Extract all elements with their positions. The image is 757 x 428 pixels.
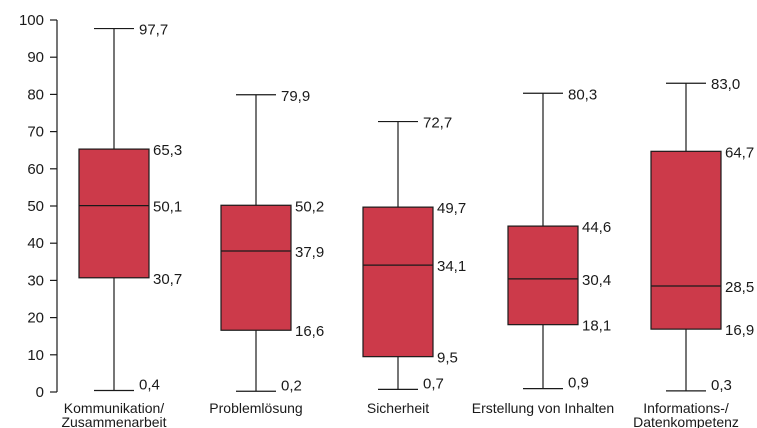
box-plot-5: 83,0 0,3 64,7 28,5 16,9 [650,76,754,394]
max-value-label: 83,0 [711,76,740,93]
iqr-box [362,206,434,358]
box-plot-2: 79,9 0,2 50,2 37,9 16,6 [220,88,324,394]
y-tick-label: 30 [27,272,44,289]
y-tick-label: 60 [27,161,44,178]
category-label-line: Sicherheit [367,400,429,416]
category-label-5: Informations-/Datenkompetenz [633,400,739,428]
box-plots: 97,7 0,4 65,3 50,1 30,7 79,9 0,2 50,2 37,9 16,6 72… [78,22,754,394]
q3-value-label: 44,6 [582,219,611,236]
median-value-label: 30,4 [582,272,611,289]
category-label-4: Erstellung von Inhalten [472,400,614,416]
median-value-label: 34,1 [437,258,466,275]
box-plot-1: 97,7 0,4 65,3 50,1 30,7 [78,22,182,394]
category-label-line: Informations-/ [643,400,729,416]
iqr-box [507,225,579,326]
q1-value-label: 16,9 [725,322,754,339]
box-plot-3: 72,7 0,7 49,7 34,1 9,5 [362,115,466,392]
iqr-box [220,204,292,331]
y-tick-label: 50 [27,198,44,215]
q3-value-label: 50,2 [295,198,324,215]
box-plot-4: 80,3 0,9 44,6 30,4 18,1 [507,86,611,392]
category-label-line: Kommunikation/ [64,400,164,416]
y-tick-label: 100 [19,12,44,29]
iqr-box [78,148,150,279]
median-value-label: 37,9 [295,244,324,261]
category-label-1: Kommunikation/Zusammenarbeit [61,400,166,428]
max-value-label: 79,9 [281,88,310,105]
max-value-label: 80,3 [568,86,597,103]
min-value-label: 0,7 [423,375,444,392]
q3-value-label: 65,3 [153,142,182,159]
min-value-label: 0,2 [281,377,302,394]
category-labels: Kommunikation/Zusammenarbeit Problemlösun… [61,400,738,428]
category-label-3: Sicherheit [367,400,429,416]
category-label-line: Datenkompetenz [633,414,739,428]
q1-value-label: 18,1 [582,318,611,335]
y-tick-label: 70 [27,124,44,141]
y-axis: 0 10 20 30 40 50 60 70 80 90 100 [19,12,58,401]
q1-value-label: 9,5 [437,350,458,367]
y-tick-label: 40 [27,235,44,252]
q3-value-label: 64,7 [725,144,754,161]
min-value-label: 0,3 [711,377,732,394]
q3-value-label: 49,7 [437,200,466,217]
q1-value-label: 16,6 [295,323,324,340]
y-tick-label: 90 [27,49,44,66]
y-tick-label: 20 [27,310,44,327]
category-label-line: Zusammenarbeit [61,414,166,428]
iqr-box [650,150,722,330]
min-value-label: 0,4 [139,377,160,394]
max-value-label: 72,7 [423,115,452,132]
q1-value-label: 30,7 [153,271,182,288]
y-tick-label: 0 [36,384,44,401]
median-value-label: 50,1 [153,199,182,216]
max-value-label: 97,7 [139,22,168,39]
min-value-label: 0,9 [568,375,589,392]
y-tick-label: 80 [27,86,44,103]
category-label-line: Problemlösung [209,400,302,416]
category-label-line: Erstellung von Inhalten [472,400,614,416]
median-value-label: 28,5 [725,279,754,296]
y-tick-label: 10 [27,347,44,364]
category-label-2: Problemlösung [209,400,302,416]
